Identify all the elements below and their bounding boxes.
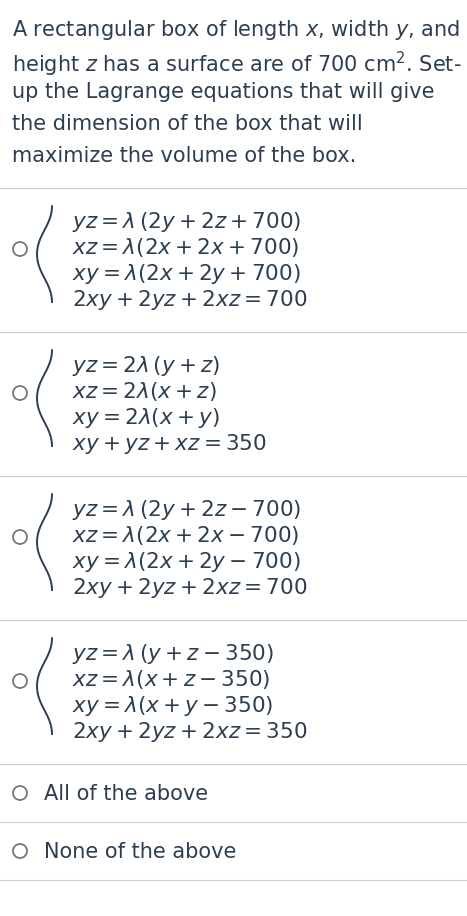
Text: $xy = \lambda(x + y - 350)$: $xy = \lambda(x + y - 350)$	[72, 694, 273, 718]
Text: A rectangular box of length $x$, width $y$, and: A rectangular box of length $x$, width $…	[12, 18, 460, 42]
Text: up the Lagrange equations that will give: up the Lagrange equations that will give	[12, 82, 434, 102]
Text: $xy + yz + xz = 350$: $xy + yz + xz = 350$	[72, 432, 267, 456]
Text: $yz = \lambda\,(2y + 2z + 700)$: $yz = \lambda\,(2y + 2z + 700)$	[72, 210, 301, 234]
Text: $xz = \lambda(2x + 2x + 700)$: $xz = \lambda(2x + 2x + 700)$	[72, 236, 299, 259]
Text: $xy = \lambda(2x + 2y + 700)$: $xy = \lambda(2x + 2y + 700)$	[72, 262, 301, 286]
Text: $2xy + 2yz + 2xz = 700$: $2xy + 2yz + 2xz = 700$	[72, 576, 307, 600]
Text: $2xy + 2yz + 2xz = 700$: $2xy + 2yz + 2xz = 700$	[72, 288, 307, 312]
Text: the dimension of the box that will: the dimension of the box that will	[12, 114, 363, 134]
Text: None of the above: None of the above	[44, 842, 236, 862]
Text: $2xy + 2yz + 2xz = 350$: $2xy + 2yz + 2xz = 350$	[72, 720, 307, 744]
Text: $xy = \lambda(2x + 2y - 700)$: $xy = \lambda(2x + 2y - 700)$	[72, 550, 301, 574]
Text: maximize the volume of the box.: maximize the volume of the box.	[12, 146, 356, 166]
Text: $xz = \lambda(2x + 2x - 700)$: $xz = \lambda(2x + 2x - 700)$	[72, 524, 299, 547]
Text: $yz = \lambda\,(2y + 2z - 700)$: $yz = \lambda\,(2y + 2z - 700)$	[72, 498, 301, 522]
Text: All of the above: All of the above	[44, 784, 208, 804]
Text: $yz = \lambda\,(y + z - 350)$: $yz = \lambda\,(y + z - 350)$	[72, 642, 274, 666]
Text: $xy = 2\lambda(x + y)$: $xy = 2\lambda(x + y)$	[72, 406, 219, 430]
Text: $xz = \lambda(x + z - 350)$: $xz = \lambda(x + z - 350)$	[72, 668, 270, 691]
Text: $xz = 2\lambda(x + z)$: $xz = 2\lambda(x + z)$	[72, 380, 217, 403]
Text: $yz = 2\lambda\,(y + z)$: $yz = 2\lambda\,(y + z)$	[72, 354, 220, 378]
Text: height $z$ has a surface are of $700$ $\mathrm{cm}^2$. Set-: height $z$ has a surface are of $700$ $\…	[12, 50, 461, 79]
